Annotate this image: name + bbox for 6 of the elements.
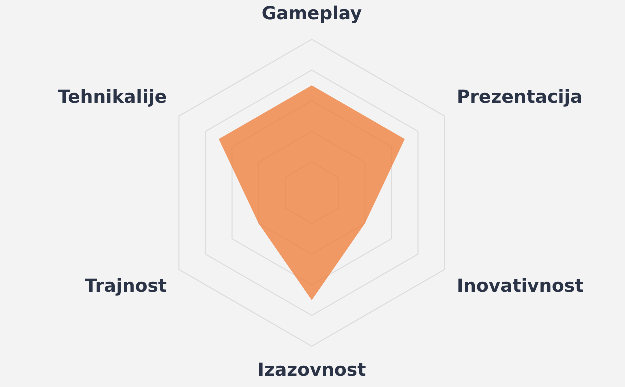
spoke-label: Izazovnost (258, 360, 367, 381)
spoke-label: Inovativnost (456, 276, 584, 298)
spoke-label: Trajnost (85, 276, 168, 298)
spoke-label: Gameplay (262, 3, 362, 24)
spoke-label: Tehnikalije (58, 87, 168, 108)
spoke-label: Prezentacija (456, 87, 583, 108)
